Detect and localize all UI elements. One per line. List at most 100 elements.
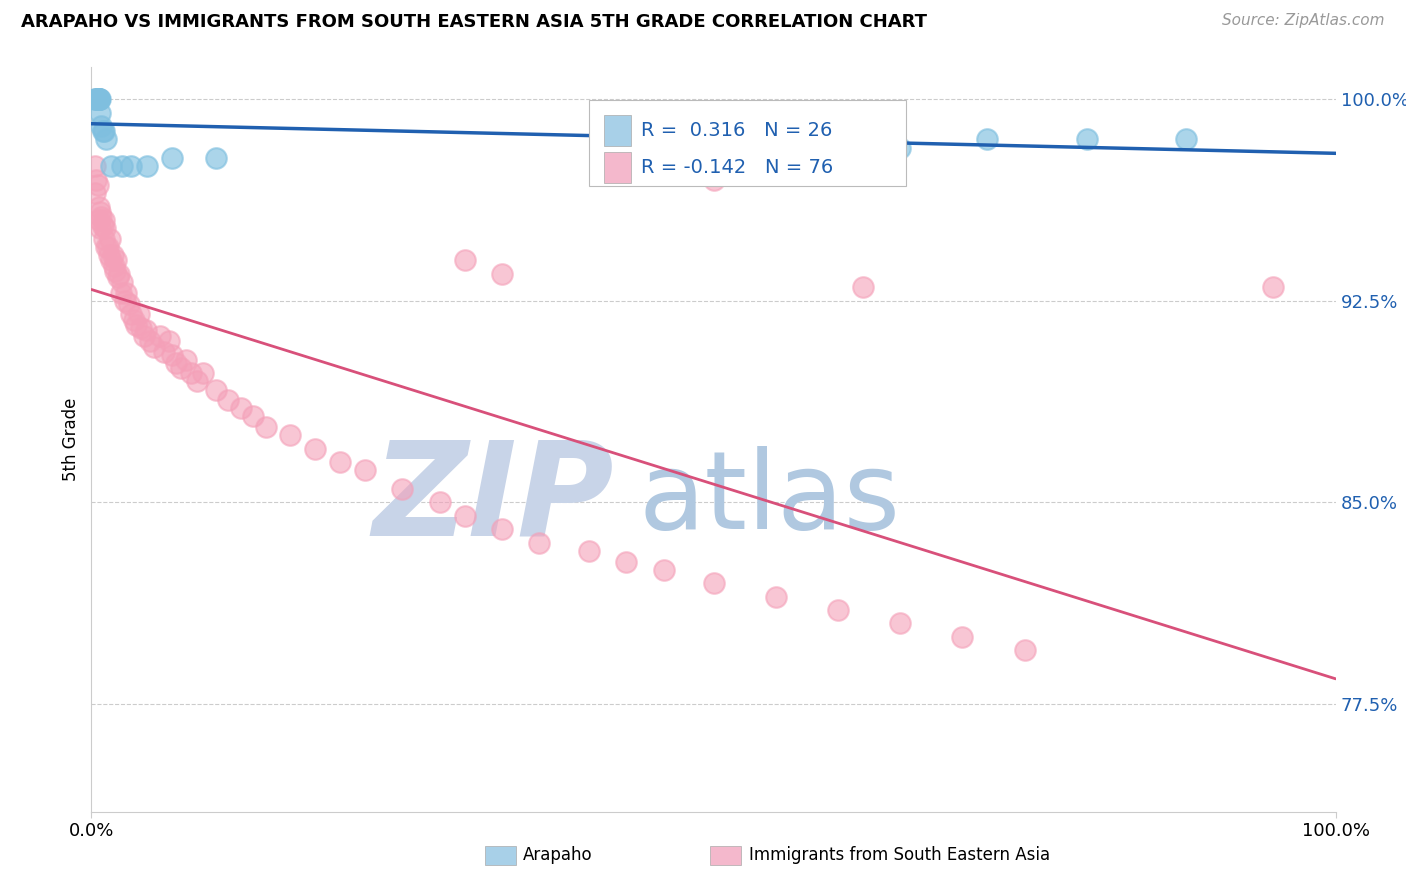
Point — [87, 92, 110, 106]
Point — [86, 92, 108, 106]
Point — [304, 442, 326, 456]
Point — [84, 186, 107, 201]
Y-axis label: 5th Grade: 5th Grade — [62, 398, 80, 481]
Point — [86, 173, 108, 187]
Point — [129, 320, 152, 334]
Point — [86, 178, 108, 193]
Point — [96, 132, 118, 146]
Point — [254, 420, 277, 434]
Point — [165, 356, 187, 370]
Point — [89, 205, 111, 219]
Point — [84, 160, 107, 174]
Text: Source: ZipAtlas.com: Source: ZipAtlas.com — [1222, 13, 1385, 29]
Text: R = -0.142   N = 76: R = -0.142 N = 76 — [641, 158, 834, 177]
Point — [616, 555, 638, 569]
Point — [90, 211, 112, 225]
Point — [87, 92, 110, 106]
Point — [429, 495, 451, 509]
Bar — [605, 152, 631, 183]
Point — [1076, 132, 1098, 146]
Point — [453, 508, 475, 523]
Point — [94, 221, 117, 235]
Point — [152, 345, 174, 359]
Point — [174, 353, 197, 368]
Point — [96, 240, 118, 254]
Point — [87, 92, 110, 106]
Point — [86, 92, 108, 106]
Point — [107, 269, 129, 284]
Point — [114, 293, 136, 308]
Point — [280, 428, 302, 442]
Point — [157, 334, 180, 348]
Point — [136, 160, 159, 174]
Bar — [605, 115, 631, 146]
Point — [453, 253, 475, 268]
Point — [90, 119, 112, 133]
Point — [205, 151, 228, 165]
Point — [170, 361, 193, 376]
Point — [125, 318, 148, 332]
Point — [89, 221, 111, 235]
Point — [132, 328, 155, 343]
Point — [217, 393, 239, 408]
Text: Immigrants from South Eastern Asia: Immigrants from South Eastern Asia — [749, 847, 1050, 864]
Point — [950, 630, 973, 644]
Point — [354, 463, 377, 477]
Point — [103, 259, 125, 273]
Point — [765, 590, 787, 604]
Point — [180, 367, 202, 381]
Point — [105, 253, 128, 268]
Point — [852, 280, 875, 294]
Point — [118, 296, 141, 310]
Point — [391, 482, 413, 496]
Point — [104, 264, 127, 278]
Point — [100, 253, 122, 268]
Point — [491, 267, 513, 281]
Point — [186, 375, 208, 389]
Point — [1014, 643, 1036, 657]
Point — [87, 213, 110, 227]
Point — [86, 92, 108, 106]
Point — [529, 536, 551, 550]
Point — [205, 383, 228, 397]
Point — [110, 285, 132, 300]
Text: ARAPAHO VS IMMIGRANTS FROM SOUTH EASTERN ASIA 5TH GRADE CORRELATION CHART: ARAPAHO VS IMMIGRANTS FROM SOUTH EASTERN… — [21, 13, 927, 31]
Point — [976, 132, 998, 146]
Point — [652, 563, 675, 577]
Point — [111, 160, 134, 174]
Point — [93, 213, 115, 227]
FancyBboxPatch shape — [589, 101, 907, 186]
Point — [100, 160, 122, 174]
Point — [115, 285, 138, 300]
Point — [87, 200, 110, 214]
Point — [120, 307, 142, 321]
Point — [128, 307, 150, 321]
Point — [329, 455, 352, 469]
Point — [89, 92, 111, 106]
Point — [242, 409, 264, 424]
Point — [111, 275, 134, 289]
Point — [162, 348, 184, 362]
Point — [229, 401, 252, 416]
Point — [727, 145, 749, 160]
Point — [162, 151, 184, 165]
Point — [139, 334, 162, 348]
Text: R =  0.316   N = 26: R = 0.316 N = 26 — [641, 121, 832, 140]
Point — [84, 92, 107, 106]
Point — [702, 576, 725, 591]
Point — [91, 124, 114, 138]
Point — [101, 248, 124, 262]
Point — [93, 232, 115, 246]
Point — [120, 160, 142, 174]
Point — [889, 616, 911, 631]
Point — [1263, 280, 1285, 294]
Point — [827, 603, 849, 617]
Point — [1175, 132, 1198, 146]
Point — [89, 105, 111, 120]
Point — [98, 232, 121, 246]
Point — [122, 312, 145, 326]
Point — [149, 328, 172, 343]
Point — [142, 340, 165, 354]
Point — [193, 367, 215, 381]
Point — [107, 267, 129, 281]
